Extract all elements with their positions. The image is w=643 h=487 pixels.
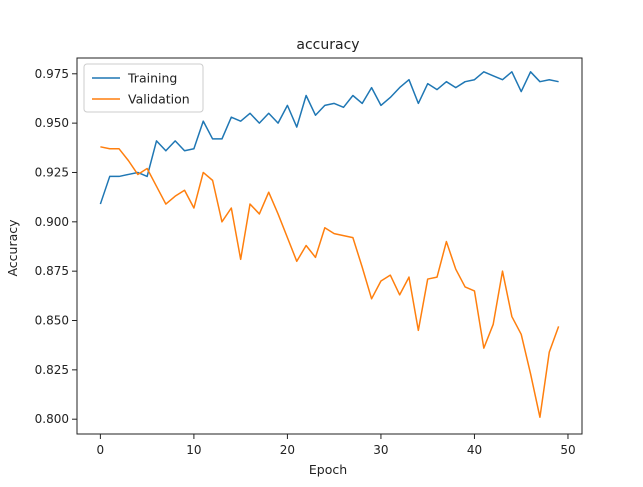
x-tick-label: 30 [373,443,388,457]
chart-title: accuracy [296,37,359,53]
legend-box [83,63,204,113]
x-tick-label: 0 [97,443,105,457]
series-line-training [99,71,559,205]
legend-label-validation: Validation [128,92,190,107]
legend: Training Validation [83,63,204,113]
axes-frame [76,57,583,435]
x-tick-label: 20 [280,443,295,457]
y-tick-label: 0.825 [35,363,69,377]
x-tick-label: 10 [186,443,201,457]
series-line-validation [100,146,560,418]
y-axis: 0.800 0.825 0.850 0.875 0.900 0.925 0.950 0.975 [35,67,77,426]
y-tick-label: 0.925 [35,165,69,179]
x-axis-label: Epoch [309,462,347,477]
x-axis: 0 10 20 30 40 50 [97,434,576,457]
y-tick-label: 0.875 [35,264,69,278]
y-tick-label: 0.850 [35,314,69,328]
x-tick-label: 50 [560,443,575,457]
x-tick-label: 40 [467,443,482,457]
y-axis-label: Accuracy [5,219,20,277]
y-tick-label: 0.950 [35,116,69,130]
y-tick-label: 0.900 [35,215,69,229]
y-tick-label: 0.800 [35,412,69,426]
plot-area [99,71,560,418]
legend-label-training: Training [127,71,177,86]
y-tick-label: 0.975 [35,67,69,81]
